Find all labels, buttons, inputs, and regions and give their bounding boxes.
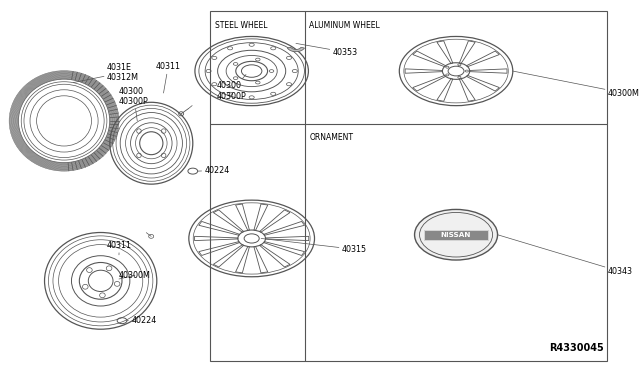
Text: ALUMINUM WHEEL: ALUMINUM WHEEL — [309, 21, 380, 30]
Text: 40224: 40224 — [198, 166, 230, 175]
Text: 40300
40300P: 40300 40300P — [216, 74, 246, 101]
Ellipse shape — [415, 209, 497, 260]
Text: 40224: 40224 — [127, 316, 156, 325]
Text: 40311: 40311 — [156, 62, 180, 93]
Text: 40343: 40343 — [497, 235, 633, 276]
Text: 4031E
40312M: 4031E 40312M — [73, 63, 139, 83]
Text: STEEL WHEEL: STEEL WHEEL — [215, 21, 268, 30]
Bar — [211, 11, 607, 361]
Bar — [424, 230, 488, 240]
Text: 40353: 40353 — [296, 44, 358, 57]
Text: NISSAN: NISSAN — [441, 232, 471, 238]
Text: 40311: 40311 — [107, 241, 132, 255]
Text: 40300M: 40300M — [513, 71, 639, 97]
Text: ORNAMENT: ORNAMENT — [309, 133, 353, 142]
Text: 40300
40300P: 40300 40300P — [119, 87, 148, 121]
Wedge shape — [287, 47, 305, 52]
Bar — [424, 230, 488, 240]
Text: 40315: 40315 — [261, 238, 367, 254]
Text: 40300M: 40300M — [119, 271, 151, 280]
Text: R4330045: R4330045 — [549, 343, 604, 353]
